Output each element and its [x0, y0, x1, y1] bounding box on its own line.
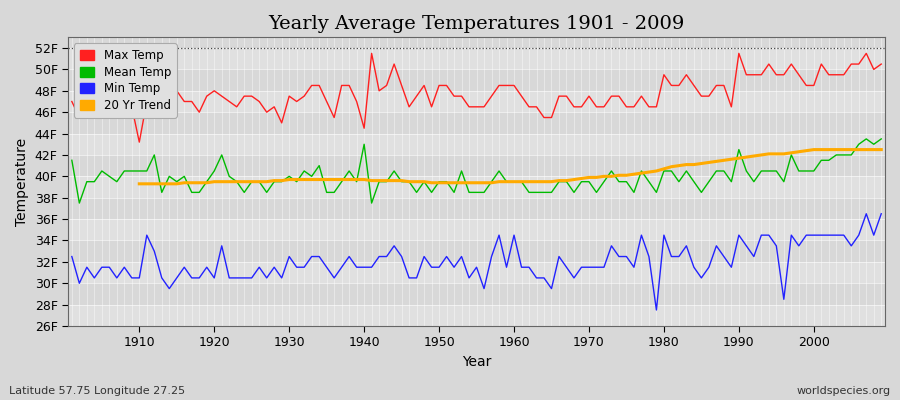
X-axis label: Year: Year [462, 355, 491, 369]
Title: Yearly Average Temperatures 1901 - 2009: Yearly Average Temperatures 1901 - 2009 [268, 15, 685, 33]
Bar [68, 176, 885, 198]
Legend: Max Temp, Mean Temp, Min Temp, 20 Yr Trend: Max Temp, Mean Temp, Min Temp, 20 Yr Tre… [74, 43, 176, 118]
Bar [68, 48, 885, 70]
Text: Latitude 57.75 Longitude 27.25: Latitude 57.75 Longitude 27.25 [9, 386, 185, 396]
Bar [68, 262, 885, 283]
Bar [68, 134, 885, 155]
Y-axis label: Temperature: Temperature [15, 138, 29, 226]
Bar [68, 91, 885, 112]
Text: worldspecies.org: worldspecies.org [796, 386, 891, 396]
Bar [68, 219, 885, 240]
Bar [68, 305, 885, 326]
